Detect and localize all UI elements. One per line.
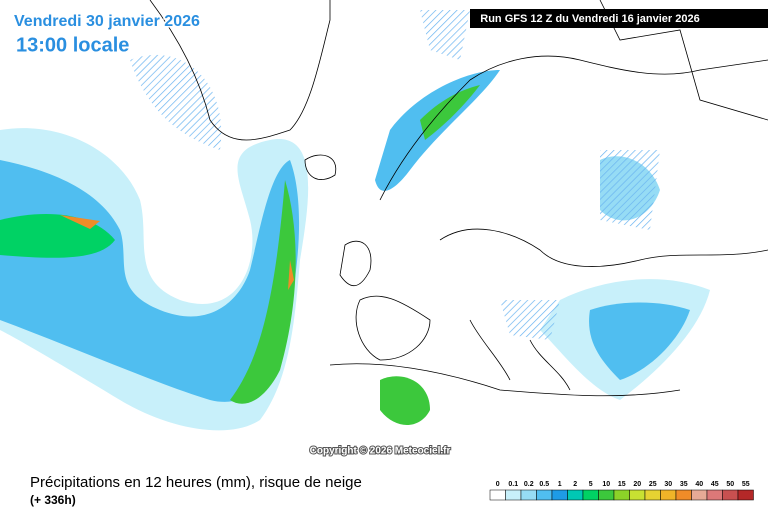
precipitation xyxy=(0,10,710,431)
legend-label: 45 xyxy=(711,481,719,488)
legend-swatch xyxy=(675,489,692,501)
legend-label: 0.1 xyxy=(508,481,518,488)
legend-swatch xyxy=(644,489,661,501)
copyright: Copyright © 2026 Meteociel.fr xyxy=(310,446,451,457)
legend-label: 50 xyxy=(726,481,734,488)
legend-label: 40 xyxy=(695,481,703,488)
run-banner xyxy=(470,9,768,28)
legend-label: 2 xyxy=(573,481,577,488)
legend-swatch xyxy=(489,489,506,501)
legend-swatch xyxy=(722,489,739,501)
legend-swatch xyxy=(551,489,568,501)
run-info: Run GFS 12 Z du Vendredi 16 janvier 2026 xyxy=(480,13,699,25)
legend: 0 0.1 0.2 0.5 1 2 5 10 15 20 25 30 35 40 45 50 55 xyxy=(489,481,754,501)
footer-title: Précipitations en 12 heures (mm), risque… xyxy=(30,474,362,491)
legend-swatch xyxy=(613,489,630,501)
legend-swatch xyxy=(567,489,584,501)
legend-swatch xyxy=(660,489,677,501)
legend-label: 55 xyxy=(742,481,750,488)
legend-label: 35 xyxy=(680,481,688,488)
legend-swatch xyxy=(536,489,553,501)
forecast-time: 13:00 locale xyxy=(16,34,129,56)
footer-lead: (+ 336h) xyxy=(30,493,76,507)
legend-label: 5 xyxy=(589,481,593,488)
legend-label: 25 xyxy=(649,481,657,488)
legend-swatch xyxy=(520,489,537,501)
legend-label: 0.2 xyxy=(524,481,534,488)
legend-label: 0 xyxy=(496,481,500,488)
legend-swatch xyxy=(629,489,646,501)
legend-label: 10 xyxy=(602,481,610,488)
legend-label: 0.5 xyxy=(539,481,549,488)
legend-swatch xyxy=(598,489,615,501)
legend-swatch xyxy=(706,489,723,501)
legend-label: 1 xyxy=(558,481,562,488)
legend-swatch xyxy=(691,489,708,501)
legend-swatch xyxy=(737,489,754,501)
legend-swatch xyxy=(505,489,522,501)
legend-label: 20 xyxy=(633,481,641,488)
legend-swatch xyxy=(582,489,599,501)
legend-label: 30 xyxy=(664,481,672,488)
forecast-date: Vendredi 30 janvier 2026 xyxy=(14,13,200,30)
footer-bar xyxy=(0,465,768,512)
legend-label: 15 xyxy=(618,481,626,488)
